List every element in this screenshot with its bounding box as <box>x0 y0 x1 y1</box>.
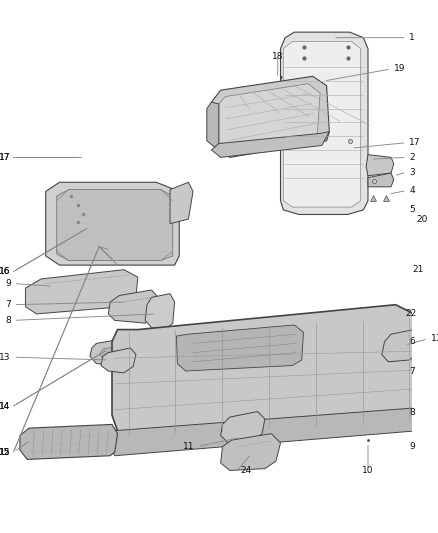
Polygon shape <box>382 329 421 362</box>
Polygon shape <box>221 411 265 443</box>
Polygon shape <box>368 173 394 187</box>
Text: 7: 7 <box>410 367 415 376</box>
Ellipse shape <box>421 311 429 320</box>
Text: 11: 11 <box>184 442 195 451</box>
Text: 3: 3 <box>410 167 415 176</box>
Text: 8: 8 <box>410 408 415 417</box>
Text: 15: 15 <box>0 448 11 457</box>
Text: 9: 9 <box>5 279 11 288</box>
Polygon shape <box>221 434 280 471</box>
Text: 16: 16 <box>0 267 11 276</box>
Text: 20: 20 <box>417 215 428 223</box>
Text: 11: 11 <box>431 334 438 343</box>
Text: 1: 1 <box>410 33 415 42</box>
Polygon shape <box>421 305 438 327</box>
Polygon shape <box>280 32 368 214</box>
Text: 13: 13 <box>0 353 11 362</box>
Polygon shape <box>25 270 138 314</box>
Polygon shape <box>283 42 360 207</box>
Polygon shape <box>101 348 136 373</box>
Polygon shape <box>177 325 304 371</box>
Text: 16: 16 <box>0 267 11 276</box>
Text: 21: 21 <box>412 265 424 274</box>
Text: 18: 18 <box>272 52 283 61</box>
Polygon shape <box>212 76 329 157</box>
Polygon shape <box>112 305 423 440</box>
Polygon shape <box>57 190 173 261</box>
Polygon shape <box>108 290 158 323</box>
Text: 14: 14 <box>0 401 11 410</box>
Polygon shape <box>90 338 133 366</box>
Text: 24: 24 <box>240 466 251 475</box>
Text: 9: 9 <box>410 442 415 451</box>
Polygon shape <box>366 155 394 176</box>
Text: 5: 5 <box>410 205 415 214</box>
Text: 10: 10 <box>362 466 374 475</box>
Text: 6: 6 <box>410 337 415 346</box>
Polygon shape <box>145 294 175 329</box>
Polygon shape <box>170 182 193 224</box>
Text: 17: 17 <box>0 153 11 162</box>
Text: 12: 12 <box>0 448 11 457</box>
Polygon shape <box>428 211 438 262</box>
Text: 8: 8 <box>5 316 11 325</box>
Polygon shape <box>108 408 423 456</box>
Polygon shape <box>219 84 320 152</box>
Polygon shape <box>207 102 219 148</box>
Text: 2: 2 <box>410 153 415 162</box>
Text: 7: 7 <box>5 300 11 309</box>
Text: 22: 22 <box>406 310 417 318</box>
Text: 17: 17 <box>410 138 421 147</box>
Polygon shape <box>46 182 179 265</box>
Polygon shape <box>20 424 117 459</box>
Text: 15: 15 <box>0 448 11 457</box>
Text: 17: 17 <box>0 153 11 162</box>
Text: 19: 19 <box>394 64 405 74</box>
Polygon shape <box>212 132 329 157</box>
Polygon shape <box>100 345 127 359</box>
Polygon shape <box>437 219 438 387</box>
Text: 4: 4 <box>410 186 415 195</box>
Text: 14: 14 <box>0 401 11 410</box>
